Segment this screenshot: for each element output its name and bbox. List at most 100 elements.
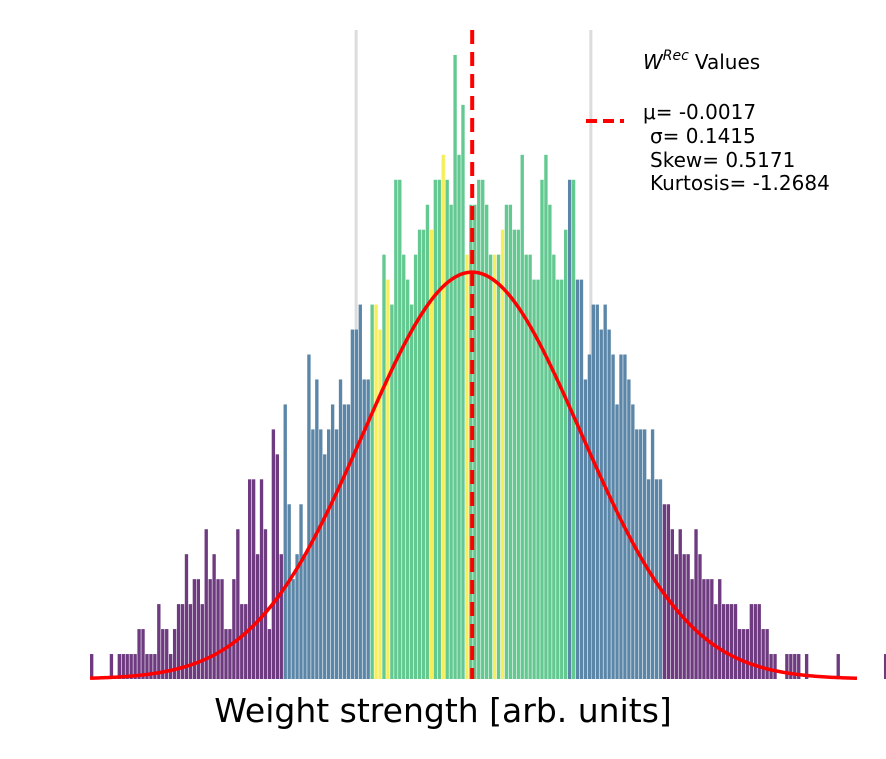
histogram-bar — [169, 654, 173, 679]
histogram-bar — [643, 429, 647, 679]
histogram-bar — [528, 254, 532, 679]
histogram-bar — [548, 204, 552, 679]
histogram-bar — [718, 579, 722, 679]
histogram-bar — [382, 254, 386, 679]
histogram-bar — [611, 354, 615, 679]
histogram-bar — [496, 254, 501, 679]
histogram-bar — [883, 654, 886, 679]
histogram-bar — [674, 554, 678, 679]
histogram-bar — [176, 604, 181, 679]
histogram-bar — [485, 204, 489, 679]
histogram-bar — [425, 204, 430, 679]
histogram-bar — [121, 654, 125, 679]
histogram-bar — [765, 629, 769, 679]
histogram-bar — [259, 479, 264, 679]
histogram-bar — [461, 104, 465, 679]
histogram-bar — [544, 154, 548, 680]
histogram-bar — [390, 304, 394, 679]
histogram-bar — [409, 304, 414, 679]
histogram-bar — [654, 479, 659, 679]
histogram-bar — [567, 179, 572, 679]
histogram-bar — [429, 229, 434, 679]
histogram-bar — [745, 629, 750, 679]
histogram-bar — [216, 579, 220, 679]
histogram-bar — [137, 629, 141, 679]
histogram-bar — [334, 429, 339, 679]
x-axis-label: Weight strength [arb. units] — [214, 691, 672, 730]
histogram-bar — [358, 304, 362, 679]
histogram-bar — [188, 604, 193, 679]
histogram-bar — [109, 654, 114, 679]
histogram-bar — [473, 204, 477, 679]
histogram-bar — [836, 654, 840, 679]
histogram-bar — [524, 254, 528, 679]
histogram-bar — [350, 329, 355, 679]
histogram-bar — [212, 554, 216, 679]
legend: WRec Values μ= -0.0017 σ= 0.1415 Skew= 0.… — [586, 48, 830, 195]
histogram-bar — [196, 579, 201, 679]
histogram-bar — [477, 179, 481, 679]
histogram-bar — [354, 329, 359, 679]
histogram-bar — [591, 304, 596, 679]
histogram-bar — [141, 629, 145, 679]
histogram-bar — [370, 304, 374, 679]
histogram-bar — [165, 629, 169, 679]
histogram-bar — [706, 579, 710, 679]
histogram-bar — [248, 479, 252, 679]
histogram-bar — [204, 529, 208, 679]
histogram-bar — [710, 579, 714, 679]
histogram-bar — [587, 354, 592, 679]
histogram-bar — [532, 279, 536, 679]
legend-mean-value: μ= -0.0017 — [643, 100, 756, 124]
histogram-bar — [769, 654, 773, 679]
histogram-bar — [536, 279, 540, 679]
histogram-bar — [172, 629, 177, 679]
histogram-bar — [658, 479, 663, 679]
histogram-bars — [90, 54, 886, 680]
histogram-bar — [571, 179, 576, 679]
histogram-bar — [749, 604, 754, 679]
histogram-bar — [599, 329, 603, 679]
histogram-bar — [311, 429, 315, 679]
histogram-bar — [564, 229, 568, 679]
histogram-bar — [520, 154, 524, 680]
histogram-bar — [773, 654, 777, 679]
histogram-bar — [236, 529, 240, 679]
histogram-bar — [295, 554, 299, 679]
legend-title-text: Values — [695, 50, 760, 74]
histogram-bar — [785, 654, 789, 679]
histogram-bar — [338, 379, 343, 679]
histogram-bar — [583, 379, 588, 679]
histogram-bar — [417, 229, 422, 679]
histogram-bar — [635, 429, 639, 679]
histogram-bar — [579, 279, 584, 679]
histogram-bar — [666, 504, 671, 679]
histogram-bar — [488, 254, 493, 679]
histogram-bar — [145, 654, 149, 679]
histogram-bar — [192, 579, 197, 679]
histogram-bar — [362, 379, 366, 679]
histogram-bar — [457, 154, 461, 680]
histogram-bar — [184, 554, 189, 679]
legend-title: WRec Values — [643, 48, 760, 74]
histogram-bar — [421, 229, 426, 679]
histogram-bar — [402, 254, 406, 679]
histogram-bar — [437, 179, 441, 679]
histogram-bar — [153, 654, 157, 679]
histogram-bar — [516, 229, 520, 679]
histogram-bar — [263, 529, 268, 679]
histogram-bar — [603, 304, 607, 679]
histogram-bar — [512, 229, 517, 679]
histogram-bar — [378, 329, 382, 679]
histogram-bar — [552, 254, 556, 679]
histogram-bar — [133, 654, 137, 679]
histogram-bar — [646, 479, 651, 679]
histogram-bar — [492, 254, 497, 679]
histogram-bar — [793, 654, 797, 679]
histogram-bar — [469, 204, 473, 679]
histogram-bar — [224, 629, 228, 679]
histogram-bar — [149, 654, 153, 679]
histogram-bar — [615, 404, 619, 679]
legend-title-superscript: Rec — [663, 48, 689, 64]
